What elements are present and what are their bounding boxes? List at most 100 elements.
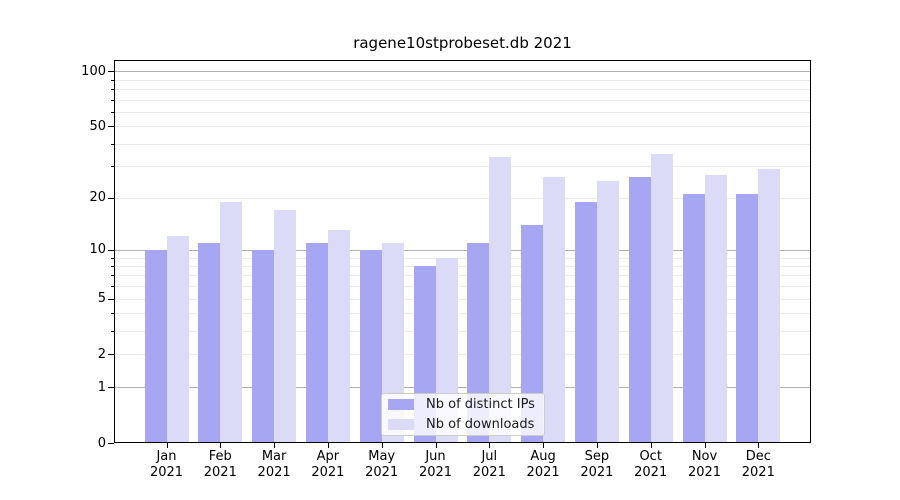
gridline-minor: [114, 331, 811, 333]
y-tick-mark: [108, 197, 114, 199]
x-tick-year: 2021: [418, 465, 453, 480]
bar-distinct-ips: [736, 193, 759, 443]
x-tick-month: May: [368, 449, 396, 464]
y-tick-label: 5: [97, 291, 106, 307]
bar-distinct-ips: [521, 224, 544, 443]
bar-distinct-ips: [359, 249, 382, 443]
bar-downloads: [166, 236, 189, 443]
x-tick-mark: [543, 443, 545, 448]
gridline-minor: [114, 126, 811, 128]
x-tick-label: Aug 2021: [516, 449, 570, 481]
legend-row-distinct-ips: Nb of distinct IPs: [388, 396, 544, 413]
y-tick-mark-minor: [111, 143, 114, 145]
x-tick-label: Jul 2021: [462, 449, 516, 481]
x-tick-mark: [327, 443, 329, 448]
y-tick-mark-minor: [111, 286, 114, 288]
bar-distinct-ips: [252, 249, 275, 443]
bar-downloads: [220, 201, 243, 443]
bar-distinct-ips: [467, 242, 490, 443]
y-tick-mark: [108, 354, 114, 356]
bar-distinct-ips: [628, 177, 651, 443]
x-tick-month: Mar: [261, 449, 287, 464]
x-tick-label: Dec 2021: [731, 449, 785, 481]
y-tick-label: 0: [97, 435, 106, 451]
gridline-minor: [114, 265, 811, 267]
x-tick-month: Jun: [425, 449, 446, 464]
y-tick-mark-minor: [111, 88, 114, 90]
y-tick-mark-minor: [111, 257, 114, 259]
gridline-major: [114, 387, 811, 389]
x-tick-month: Apr: [316, 449, 340, 464]
gridline-minor: [114, 99, 811, 101]
y-tick-mark-minor: [111, 265, 114, 267]
gridline-minor: [114, 79, 811, 81]
legend-row-downloads: Nb of downloads: [388, 416, 544, 433]
bar-downloads: [650, 154, 673, 443]
y-tick-label: 20: [89, 190, 106, 206]
x-tick-year: 2021: [149, 465, 184, 480]
y-tick-mark-minor: [111, 79, 114, 81]
bar-downloads: [381, 242, 404, 443]
legend-swatch-distinct-ips: [388, 399, 414, 410]
y-tick-label: 100: [81, 63, 106, 79]
gridline-minor: [114, 313, 811, 315]
x-tick-year: 2021: [687, 465, 722, 480]
x-tick-month: Feb: [208, 449, 232, 464]
y-tick-label: 2: [97, 346, 106, 362]
x-tick-month: Aug: [530, 449, 556, 464]
x-tick-mark: [758, 443, 760, 448]
y-tick-mark: [108, 126, 114, 128]
x-tick-label: May 2021: [355, 449, 409, 481]
legend-swatch-downloads: [388, 419, 414, 430]
x-tick-year: 2021: [526, 465, 560, 480]
gridline-minor: [114, 286, 811, 288]
x-tick-month: Dec: [745, 449, 771, 464]
x-tick-mark: [704, 443, 706, 448]
y-tick-mark: [108, 387, 114, 389]
x-tick-month: Jul: [481, 449, 498, 464]
x-tick-mark: [220, 443, 222, 448]
x-tick-mark: [381, 443, 383, 448]
x-tick-mark: [650, 443, 652, 448]
gridline-minor: [114, 354, 811, 356]
bar-downloads: [704, 174, 727, 443]
y-tick-mark-minor: [111, 111, 114, 113]
y-tick-label: 10: [89, 242, 106, 258]
x-tick-label: Feb 2021: [193, 449, 247, 481]
y-tick-mark-minor: [111, 275, 114, 277]
bar-distinct-ips: [144, 249, 167, 443]
x-tick-mark: [489, 443, 491, 448]
legend: Nb of distinct IPs Nb of downloads: [381, 393, 545, 436]
y-tick-mark: [108, 71, 114, 73]
y-tick-mark: [108, 298, 114, 300]
gridline-minor: [114, 143, 811, 145]
y-tick-label: 1: [97, 379, 106, 395]
gridline-minor: [114, 275, 811, 277]
x-tick-mark: [435, 443, 437, 448]
y-tick-mark-minor: [111, 166, 114, 168]
x-tick-year: 2021: [472, 465, 506, 480]
gridline-minor: [114, 257, 811, 259]
bar-distinct-ips: [574, 201, 597, 443]
y-tick-label: 50: [89, 118, 106, 134]
x-tick-year: 2021: [311, 465, 345, 480]
gridline-major: [114, 71, 811, 73]
chart-title: ragene10stprobeset.db 2021: [353, 34, 572, 52]
x-tick-label: Jan 2021: [140, 449, 194, 481]
bar-downloads: [758, 168, 781, 443]
gridline-major: [114, 249, 811, 251]
x-tick-year: 2021: [365, 465, 399, 480]
bar-distinct-ips: [305, 242, 328, 443]
x-tick-label: Sep 2021: [570, 449, 624, 481]
bar-downloads: [596, 180, 619, 443]
gridline-minor: [114, 88, 811, 90]
x-tick-mark: [166, 443, 168, 448]
x-tick-year: 2021: [257, 465, 291, 480]
x-tick-year: 2021: [741, 465, 775, 480]
x-tick-mark: [596, 443, 598, 448]
y-tick-mark-minor: [111, 313, 114, 315]
legend-label-downloads: Nb of downloads: [426, 417, 535, 432]
gridline-minor: [114, 298, 811, 300]
x-tick-year: 2021: [580, 465, 614, 480]
